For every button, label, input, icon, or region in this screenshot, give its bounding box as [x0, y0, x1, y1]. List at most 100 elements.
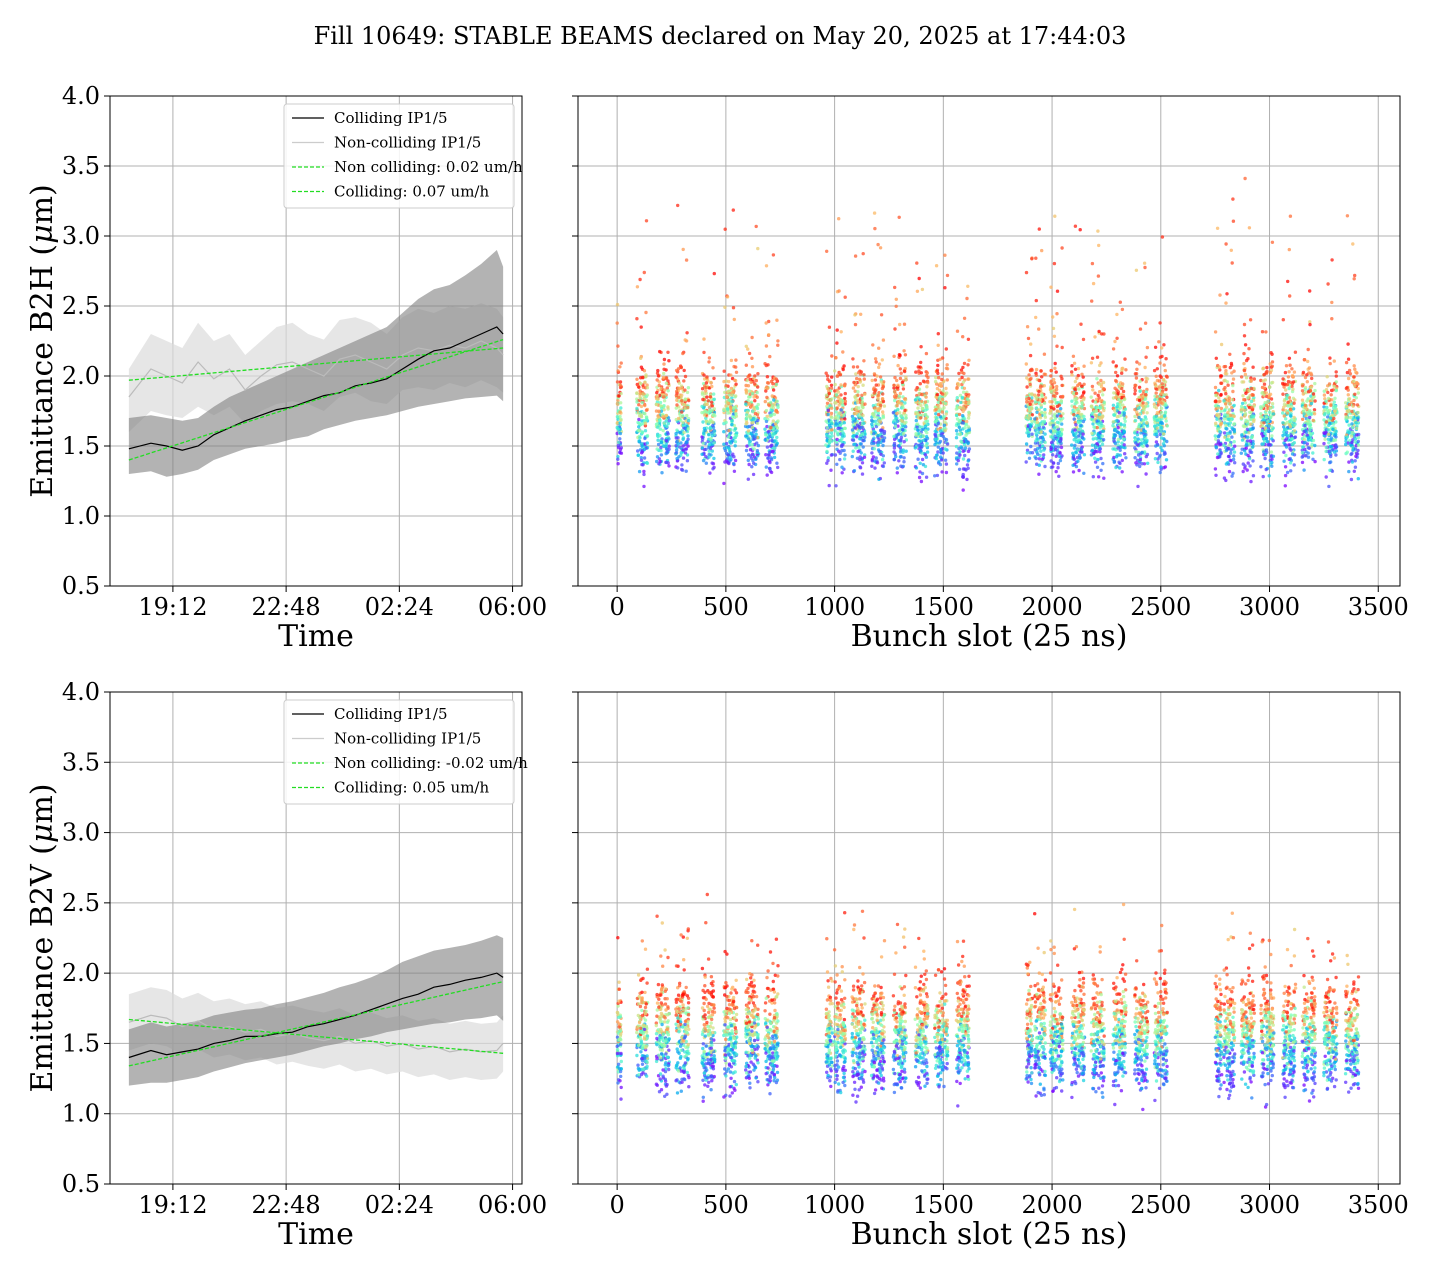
panel1-point [1242, 397, 1246, 402]
panel1-point [965, 463, 970, 467]
panel1-point [1287, 356, 1292, 360]
panel1-point [667, 444, 671, 448]
panel1-point [860, 472, 865, 476]
panel1-point [943, 401, 948, 406]
panel1-point [1097, 447, 1101, 451]
panel1-point [658, 349, 662, 354]
panel1-point [1329, 436, 1334, 440]
panel1-point [707, 405, 712, 409]
panel1-point [618, 421, 622, 425]
panel1-point [934, 264, 939, 268]
panel1-point [1118, 453, 1123, 457]
panel1-point [754, 378, 758, 383]
panel1-point [748, 377, 752, 382]
panel1-point [1027, 413, 1032, 418]
panel1-point [1267, 474, 1271, 478]
panel1-point [893, 443, 897, 448]
panel1-point [1327, 441, 1331, 445]
panel1-point [727, 428, 731, 433]
panel1-point [1035, 420, 1040, 424]
panel1-point [619, 401, 623, 405]
panel1-point [1144, 472, 1148, 476]
panel1-point [667, 437, 671, 441]
panel1-point [903, 397, 907, 401]
panel1-point [1251, 414, 1255, 418]
panel1-point [732, 317, 736, 322]
panel1-point [851, 449, 855, 453]
panel1-point [922, 380, 927, 384]
panel1-point [635, 377, 639, 381]
panel1-point [772, 446, 777, 450]
panel1-point [955, 329, 960, 333]
panel0-legend-label-3: Colliding: 0.07 um/h [334, 183, 489, 201]
panel1-point [1035, 410, 1039, 414]
panel1-point [839, 400, 843, 404]
panel1-point [1230, 261, 1234, 265]
panel1-point [665, 450, 669, 454]
panel1-point [897, 428, 902, 433]
panel1-point [1219, 393, 1223, 397]
panel0-band-0 [128, 250, 504, 477]
panel1-point [937, 460, 941, 464]
panel1-point [1227, 443, 1232, 447]
panel1-point [1224, 301, 1228, 305]
panel1-point [763, 417, 767, 421]
panel1-point [1261, 418, 1266, 422]
panel1-point [897, 353, 902, 357]
panel1-point [855, 376, 859, 381]
panel1-point [897, 215, 901, 219]
panel1-point [1227, 446, 1231, 451]
panel1-point [1306, 347, 1310, 352]
panel1-point [744, 402, 748, 406]
panel1-point [704, 461, 708, 465]
panel1-point [1134, 461, 1138, 465]
panel1-point [656, 368, 660, 373]
panel1-point [751, 472, 756, 477]
panel1-point [1249, 399, 1254, 404]
panel1-point [1155, 367, 1160, 371]
panel1-point [940, 458, 944, 462]
panel1-point [833, 453, 838, 457]
panel1-point [1137, 422, 1142, 427]
panel1-point [1074, 440, 1079, 444]
panel1-point [1231, 197, 1235, 201]
panel1-point [1270, 464, 1274, 468]
panel1-point [729, 402, 733, 406]
panel1-point [1153, 345, 1158, 349]
panel1-point [679, 441, 683, 445]
panel1-point [853, 442, 857, 446]
panel1-point [1043, 396, 1048, 400]
panel1-point [680, 399, 684, 403]
panel1-point [862, 421, 866, 425]
panel1-point [917, 391, 921, 396]
panel1-point [1134, 376, 1139, 380]
panel1-point [1303, 403, 1308, 407]
panel1-point [733, 427, 737, 431]
panel1-point [1302, 441, 1306, 445]
panel1-point [1079, 395, 1083, 400]
panel1-point [682, 403, 686, 407]
panel1-point [842, 364, 846, 368]
panel1-point [679, 384, 684, 388]
panel1-point [919, 446, 923, 450]
panel1-point [916, 457, 920, 461]
panel1-point [933, 433, 938, 437]
panel1-point [881, 438, 886, 443]
panel1-point [1120, 386, 1124, 391]
panel1-point [765, 386, 770, 390]
panel1-point [1322, 441, 1326, 446]
panel1-point [966, 337, 971, 341]
panel1-point [661, 415, 666, 419]
panel1-point [841, 367, 845, 372]
panel1-point [859, 370, 863, 374]
panel1-point [731, 399, 735, 404]
panel1-point [1054, 445, 1058, 449]
panel1-point [1055, 409, 1060, 413]
panel1-point [937, 388, 942, 392]
panel1-point [1074, 391, 1079, 396]
panel1-point [1239, 451, 1244, 455]
panel1-point [1159, 465, 1163, 469]
panel1-point [963, 426, 967, 430]
panel1-point [1038, 436, 1043, 440]
